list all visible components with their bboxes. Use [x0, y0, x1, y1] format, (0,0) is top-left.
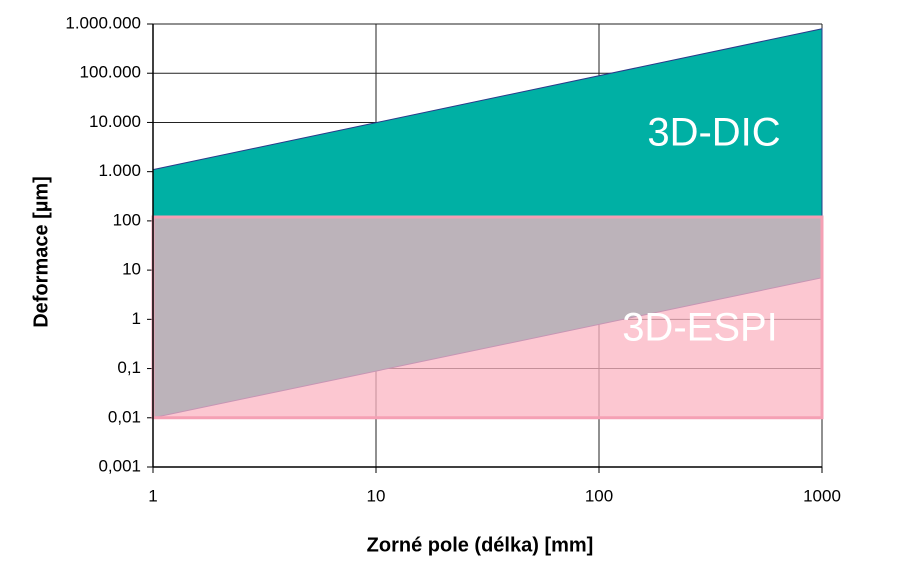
y-tick-label: 1.000.000 [65, 13, 141, 32]
y-tick-label: 100 [113, 210, 141, 229]
y-tick-label: 10 [122, 260, 141, 279]
y-tick-label: 1.000 [98, 161, 141, 180]
y-tick-label: 10.000 [89, 112, 141, 131]
x-tick-label: 1 [148, 486, 157, 505]
series-label: 3D-DIC [647, 111, 780, 155]
series-label: 3D-ESPI [622, 306, 778, 350]
x-tick-label: 100 [585, 486, 613, 505]
y-axis-title: Deformace [µm] [30, 176, 52, 328]
x-tick-label: 1000 [803, 486, 841, 505]
y-tick-label: 1 [132, 309, 141, 328]
y-tick-label: 0,01 [108, 407, 141, 426]
y-tick-label: 100.000 [80, 63, 141, 82]
y-tick-label: 0,001 [98, 456, 141, 475]
y-tick-label: 0,1 [117, 358, 141, 377]
x-axis-title: Zorné pole (délka) [mm] [367, 534, 594, 556]
x-tick-label: 10 [367, 486, 386, 505]
